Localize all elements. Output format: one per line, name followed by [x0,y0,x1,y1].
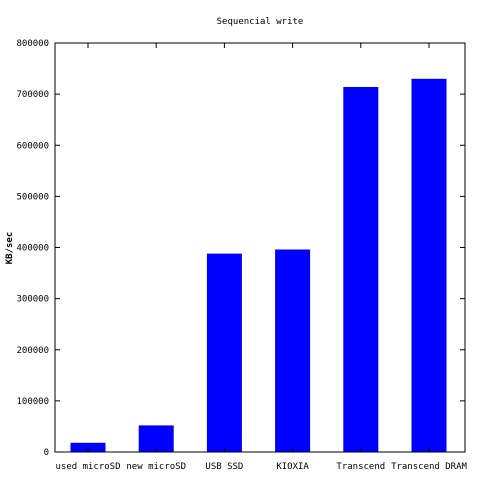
chart-title: Sequencial write [217,17,304,27]
x-tick-label: USB SSD [205,462,243,472]
y-tick-label: 0 [44,448,49,458]
x-axis-ticks: used microSD new microSD USB SSD KIOXIA Tran… [55,43,468,472]
bars-group [70,78,447,453]
y-axis-ticks: 0 100000 200000 300000 400000 500000 600000 700… [16,39,465,458]
x-tick-label: new microSD [126,462,186,472]
y-tick-label: 500000 [16,192,49,202]
y-tick-label: 700000 [16,90,49,100]
y-tick-label: 200000 [16,346,49,356]
bar-5 [411,78,447,453]
x-tick-label: Transcend [336,462,385,472]
y-tick-label: 600000 [16,141,49,151]
bar-3 [275,249,311,452]
y-axis-label: KB/sec [5,232,15,265]
x-tick-label: KIOXIA [276,462,309,472]
x-tick-label: used microSD [55,462,120,472]
y-tick-label: 400000 [16,244,49,254]
y-tick-label: 300000 [16,295,49,305]
y-tick-label: 100000 [16,397,49,407]
y-tick-label: 800000 [16,39,49,49]
plot-frame [54,42,466,453]
bar-2 [206,253,242,452]
bar-4 [343,87,379,452]
x-tick-label: Transcend DRAM [391,462,467,472]
